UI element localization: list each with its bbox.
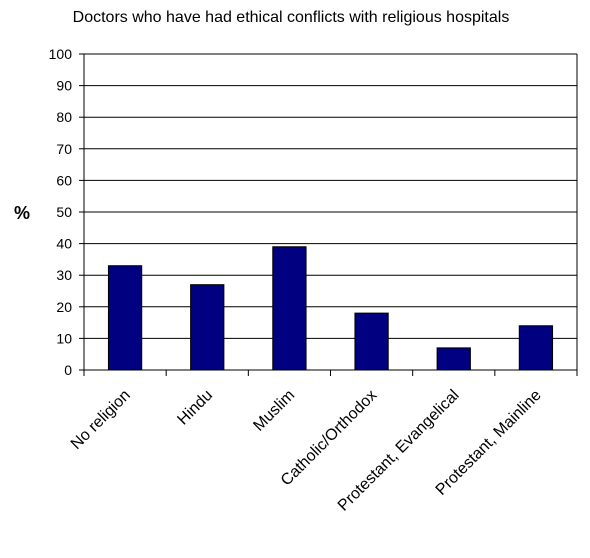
chart-title: Doctors who have had ethical conflicts w…: [73, 9, 510, 26]
bar: [436, 347, 471, 371]
y-tick-label: 100: [49, 46, 73, 62]
category-label: Hindu: [174, 387, 216, 429]
category-labels: No religion Hindu MuslimCatholic/OrthodoxP…: [68, 387, 545, 515]
bar: [518, 325, 554, 371]
y-tick-label: 10: [56, 330, 72, 346]
category-label: Muslim: [250, 387, 298, 435]
y-tick-label: 50: [56, 204, 72, 220]
y-tick-label: 60: [56, 172, 72, 188]
bar: [354, 312, 389, 371]
y-tick-label: 30: [56, 267, 72, 283]
y-tick-label: 20: [56, 299, 72, 315]
y-tick-label: 90: [56, 78, 72, 94]
category-label: No religion: [68, 387, 134, 453]
y-tick-label: 70: [56, 141, 72, 157]
y-tick-label: 0: [64, 362, 72, 378]
y-tick-labels: 0 10 20 30 40 50 60 70 80 90 100: [49, 46, 73, 378]
y-axis-label: %: [14, 203, 30, 223]
bar: [107, 265, 143, 371]
y-tick-label: 40: [56, 236, 72, 252]
bar: [190, 284, 225, 371]
y-tick-label: 80: [56, 109, 72, 125]
bar: [272, 246, 307, 371]
axes: [79, 53, 578, 376]
gridlines: [84, 53, 577, 339]
bars: [107, 246, 554, 371]
